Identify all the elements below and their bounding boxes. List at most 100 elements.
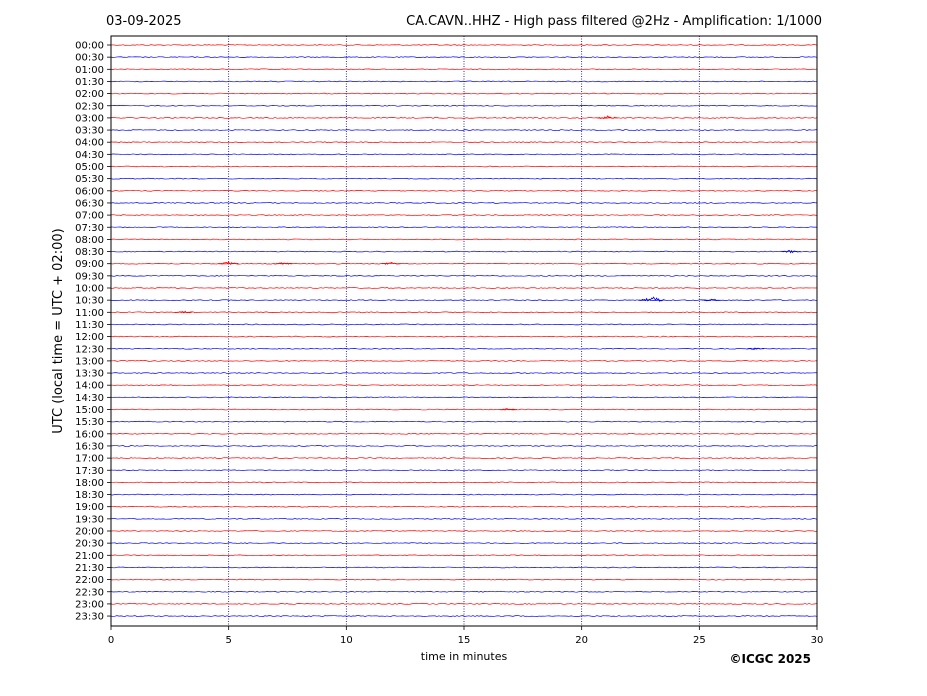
event-burst (746, 347, 765, 351)
y-tick-label: 07:30 (75, 223, 104, 234)
y-tick-label: 15:00 (75, 405, 104, 416)
trace-line (110, 68, 818, 71)
trace-line (110, 117, 818, 119)
y-tick-label: 11:00 (75, 308, 104, 319)
y-tick-label: 00:00 (75, 41, 104, 52)
event-burst (499, 408, 517, 411)
x-tick-label: 20 (575, 635, 588, 646)
trace-line (110, 481, 818, 484)
y-tick-label: 11:30 (75, 320, 104, 331)
y-tick-label: 18:30 (75, 490, 104, 501)
copyright-label: ©ICGC 2025 (729, 652, 811, 666)
y-tick-label: 16:30 (75, 441, 104, 452)
event-burst (273, 262, 293, 265)
trace-line (110, 542, 818, 544)
x-axis-ticks: 0 5 10 15 20 25 30 (108, 626, 823, 646)
trace-line (110, 287, 818, 289)
trace-line (110, 104, 818, 107)
y-tick-label: 08:30 (75, 247, 104, 258)
trace-line (110, 56, 818, 58)
y-tick-label: 12:30 (75, 344, 104, 355)
event-burst (596, 115, 618, 120)
trace-line (110, 590, 818, 593)
y-tick-label: 01:30 (75, 77, 104, 88)
y-tick-label: 16:00 (75, 429, 104, 440)
y-tick-label: 13:30 (75, 369, 104, 380)
y-tick-label: 13:00 (75, 356, 104, 367)
y-tick-label: 08:00 (75, 235, 104, 246)
trace-line (110, 214, 818, 216)
event-burst (218, 261, 239, 265)
chart-title: CA.CAVN..HHZ - High pass filtered @2Hz -… (406, 14, 822, 29)
y-tick-label: 05:00 (75, 162, 104, 173)
plot-frame (110, 35, 818, 627)
y-tick-label: 23:30 (75, 612, 104, 623)
y-tick-label: 22:30 (75, 587, 104, 598)
trace-line (110, 566, 818, 569)
y-tick-label: 14:30 (75, 393, 104, 404)
trace-line (110, 177, 818, 180)
trace-line (110, 445, 818, 447)
trace-line (110, 80, 818, 83)
y-tick-label: 19:30 (75, 514, 104, 525)
trace-line (110, 335, 818, 338)
y-tick-label: 03:30 (75, 126, 104, 137)
y-tick-label: 18:00 (75, 478, 104, 489)
x-tick-label: 10 (340, 635, 353, 646)
grid-lines (228, 36, 700, 626)
trace-line (110, 347, 818, 350)
event-burst (381, 262, 401, 265)
trace-line (110, 275, 818, 277)
y-tick-label: 09:30 (75, 271, 104, 282)
trace-line (110, 493, 818, 496)
trace-line (110, 202, 818, 204)
y-axis-label: UTC (local time = UTC + 02:00) (51, 228, 66, 433)
trace-line (110, 396, 818, 399)
y-tick-label: 04:00 (75, 138, 104, 149)
y-tick-label: 04:30 (75, 150, 104, 161)
trace-line (110, 250, 818, 253)
y-tick-label: 02:00 (75, 89, 104, 100)
trace-line (110, 360, 818, 362)
trace-line (110, 141, 818, 144)
trace-line (110, 615, 818, 617)
y-tick-label: 20:30 (75, 539, 104, 550)
y-tick-label: 21:30 (75, 563, 104, 574)
event-burst (175, 310, 193, 314)
trace-line (110, 311, 818, 314)
trace-line (110, 457, 818, 459)
y-tick-label: 09:00 (75, 259, 104, 270)
trace-line (110, 262, 818, 265)
trace-line (110, 469, 818, 472)
trace-line (110, 554, 818, 557)
trace-line (110, 384, 818, 387)
x-tick-label: 15 (458, 635, 471, 646)
y-tick-label: 02:30 (75, 101, 104, 112)
y-tick-label: 14:00 (75, 381, 104, 392)
traces (110, 44, 818, 617)
trace-line (110, 323, 818, 326)
x-axis-label: time in minutes (421, 650, 508, 663)
trace-line (110, 238, 818, 241)
trace-line (110, 226, 818, 229)
trace-line (110, 44, 818, 46)
trace-line (110, 165, 818, 168)
y-tick-label: 07:00 (75, 211, 104, 222)
event-burst (638, 296, 666, 302)
y-tick-label: 17:00 (75, 454, 104, 465)
y-tick-label: 21:00 (75, 551, 104, 562)
y-tick-label: 10:00 (75, 284, 104, 295)
y-tick-label: 00:30 (75, 53, 104, 64)
trace-line (110, 603, 818, 605)
trace-line (110, 408, 818, 411)
trace-line (110, 578, 818, 581)
y-tick-label: 06:00 (75, 186, 104, 197)
trace-line (110, 153, 818, 156)
event-burst (781, 249, 801, 254)
trace-line (110, 92, 818, 95)
y-tick-label: 01:00 (75, 65, 104, 76)
y-tick-label: 20:00 (75, 527, 104, 538)
seismic-events (175, 115, 801, 411)
